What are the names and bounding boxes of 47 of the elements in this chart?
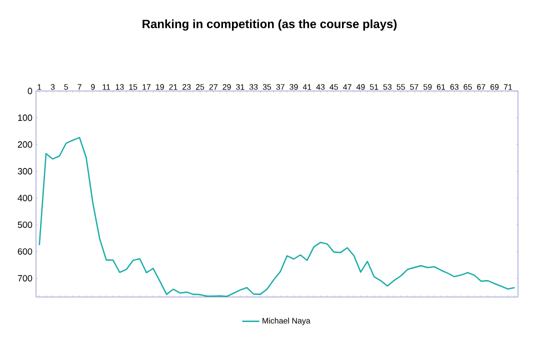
x-tick-label: 45 (330, 84, 338, 90)
x-tick-label: 41 (302, 84, 312, 90)
x-tick-label: 43 (316, 84, 325, 90)
x-tick-label: 3 (50, 84, 55, 90)
x-tick-label: 69 (490, 84, 499, 90)
x-tick-label: 65 (464, 84, 472, 90)
x-tick-label: 7 (78, 84, 82, 90)
y-tick-label: 400 (18, 194, 32, 202)
x-tick-label: 63 (450, 84, 458, 90)
legend-label: Michael Naya (262, 318, 310, 326)
chart-title: Ranking in competition (as the course plays) (142, 19, 397, 31)
y-tick-label: 300 (18, 168, 32, 174)
x-tick-label: 67 (477, 84, 486, 90)
x-tick-label: 21 (169, 84, 178, 90)
y-tick-label: 700 (18, 275, 32, 282)
x-tick-label: 49 (356, 84, 365, 90)
x-tick-label: 9 (91, 84, 95, 90)
y-tick-label: 600 (18, 248, 32, 255)
y-tick-label: 500 (18, 222, 32, 228)
x-tick-label: 23 (182, 84, 191, 90)
x-tick-label: 51 (370, 84, 378, 90)
x-tick-label: 33 (249, 84, 258, 90)
x-tick-label: 35 (262, 84, 272, 90)
x-tick-label: 1 (38, 84, 42, 90)
x-tick-label: 61 (436, 84, 446, 90)
x-tick-label: 13 (116, 84, 124, 90)
x-tick-label: 71 (504, 84, 512, 90)
x-tick-label: 39 (290, 84, 298, 90)
x-tick-label: 5 (64, 84, 68, 90)
x-tick-label: 47 (343, 84, 352, 90)
x-tick-label: 53 (383, 84, 392, 90)
x-tick-label: 19 (156, 84, 164, 90)
line-series (38, 136, 516, 297)
x-tick-label: 55 (396, 84, 405, 90)
x-tick-label: 31 (236, 84, 244, 90)
x-tick-label: 25 (196, 84, 204, 90)
y-tick-label: 100 (18, 114, 32, 121)
x-tick-label: 27 (209, 84, 218, 90)
x-tick-label: 11 (102, 84, 110, 90)
x-tick-label: 29 (222, 84, 231, 90)
x-tick-label: 57 (410, 84, 418, 90)
x-tick-label: 17 (142, 84, 151, 90)
x-tick-label: 15 (129, 84, 138, 90)
x-tick-label: 37 (276, 84, 284, 90)
x-tick-label: 59 (423, 84, 432, 90)
y-tick-label: 200 (18, 141, 32, 148)
y-tick-label: 0 (28, 88, 32, 94)
